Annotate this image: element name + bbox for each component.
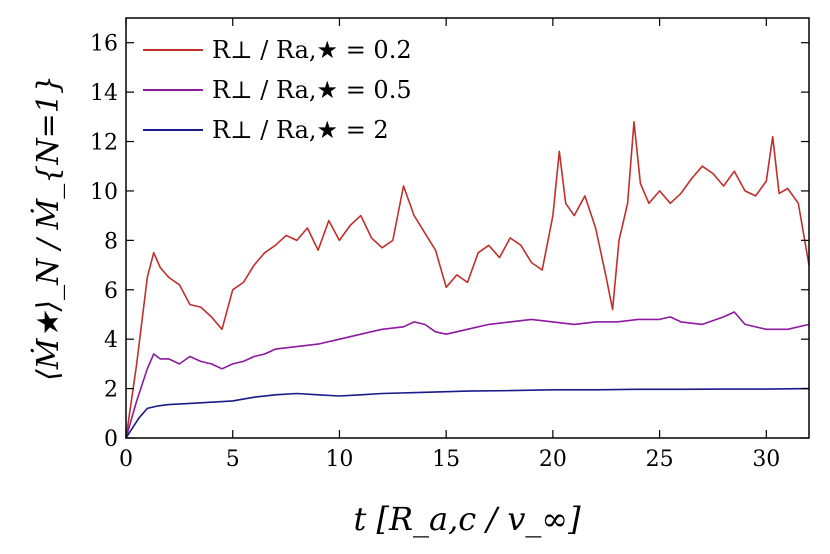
series-layer	[125, 121, 810, 439]
x-tick-label: 0	[119, 447, 133, 472]
x-tick-label: 20	[539, 447, 567, 472]
y-tick-label: 2	[104, 378, 118, 403]
legend-label-3: R⊥ / Ra,★ = 2	[212, 116, 389, 144]
x-tick-label: 25	[646, 447, 674, 472]
plot-frame	[125, 17, 810, 439]
legend: R⊥ / Ra,★ = 0.2 R⊥ / Ra,★ = 0.5 R⊥ / Ra,★ …	[143, 36, 412, 144]
series-line-2	[125, 311, 810, 439]
y-tick-label: 0	[104, 427, 118, 452]
y-tick-label: 10	[90, 180, 118, 205]
y-tick-label: 12	[90, 131, 118, 156]
legend-label-1: R⊥ / Ra,★ = 0.2	[212, 36, 412, 64]
y-tick-label: 8	[104, 229, 118, 254]
x-tick-label: 10	[325, 447, 353, 472]
y-tick-label: 6	[104, 279, 118, 304]
plot-area	[126, 18, 809, 438]
x-tick-label: 30	[752, 447, 780, 472]
series-line-3	[125, 387, 810, 439]
y-tick-label: 16	[90, 32, 118, 57]
x-tick-label: 15	[432, 447, 460, 472]
y-axis-label: ⟨Ṁ★⟩_N / Ṁ_{N=1}	[30, 75, 66, 381]
y-tick-label: 14	[90, 81, 118, 106]
y-tick-label: 4	[104, 328, 118, 353]
x-axis-label: t [R_a,c / v_∞]	[353, 500, 581, 538]
legend-label-2: R⊥ / Ra,★ = 0.5	[212, 76, 412, 104]
series-line-1	[125, 121, 810, 439]
ticks-layer: 0 5 10 15 20 25 30 0 2 4 6 8 10 12 14 16	[90, 18, 809, 472]
x-tick-label: 5	[226, 447, 240, 472]
